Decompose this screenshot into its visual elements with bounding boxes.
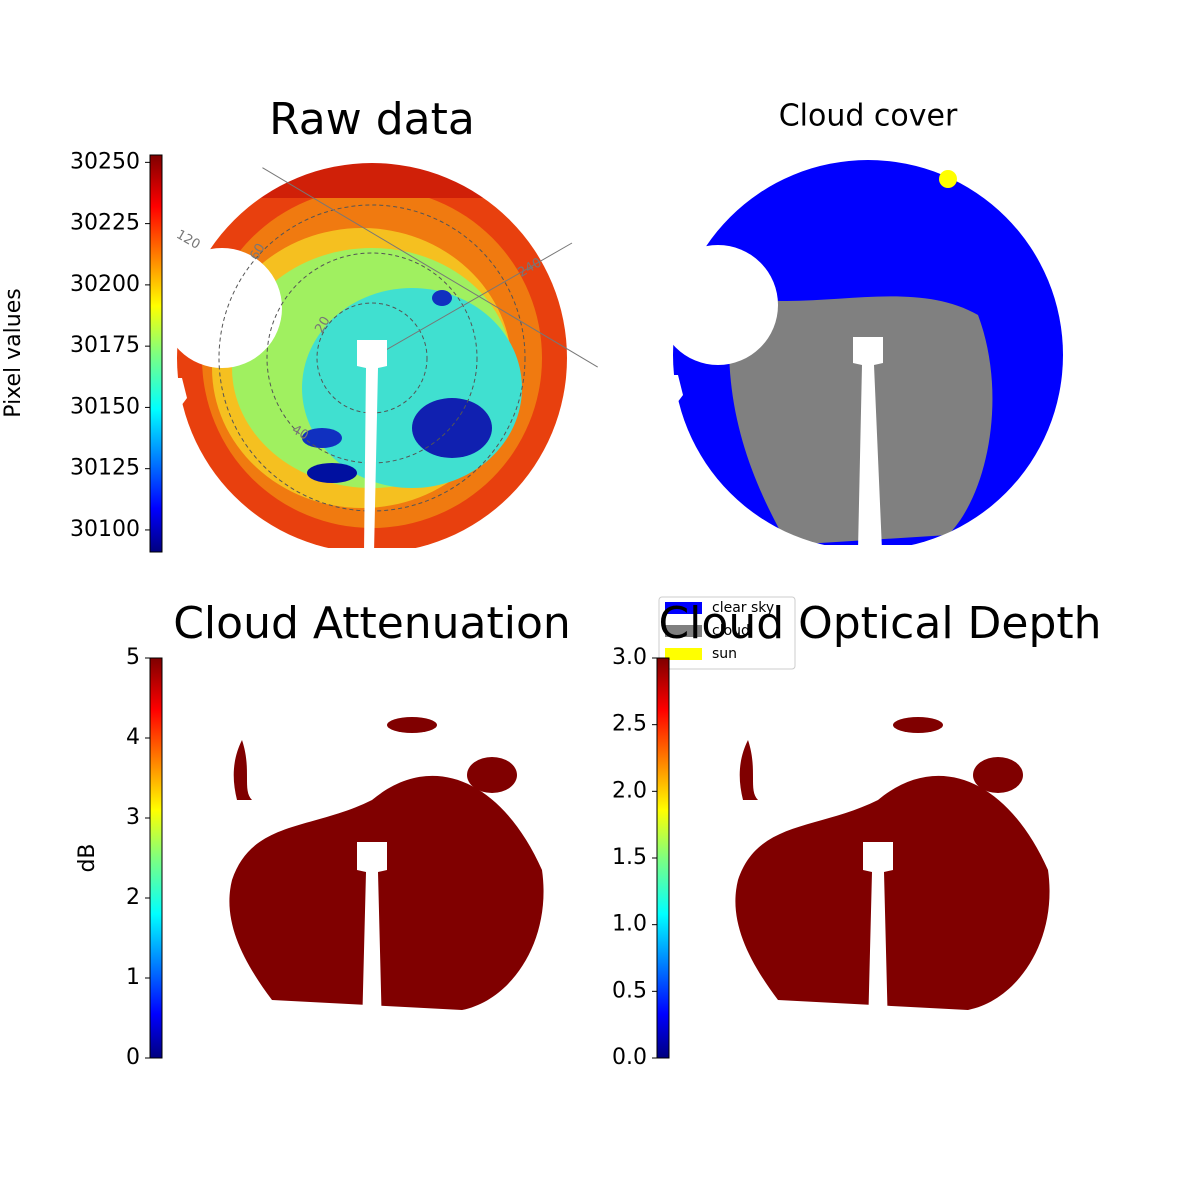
colorbar-label: Pixel values	[1, 288, 26, 417]
colorbar	[149, 657, 163, 1059]
colorbar-tick-label: 1	[126, 965, 140, 990]
colorbar-tick-label: 30250	[70, 149, 140, 174]
colorbar-tick-label: 30175	[70, 333, 140, 358]
colorbar-tick-label: 4	[126, 725, 140, 750]
colorbar-tick-label: 2	[126, 885, 140, 910]
colorbar-label: dB	[75, 843, 100, 872]
colorbar-tick-label: 5	[126, 645, 140, 670]
colorbar	[656, 657, 670, 1059]
colorbar-tick-label: 0.5	[612, 978, 647, 1003]
legend-label: sun	[712, 646, 737, 662]
colorbar-tick-label: 30100	[70, 517, 140, 542]
legend-swatch	[665, 648, 702, 660]
colorbar-tick-label: 30200	[70, 272, 140, 297]
raw-image	[152, 138, 598, 578]
colorbar	[149, 154, 163, 553]
cloud-image	[648, 135, 1088, 575]
polar-label: 60	[247, 241, 268, 263]
polar-label: 40	[289, 422, 311, 443]
colorbar-tick-label: 1.5	[612, 845, 647, 870]
colorbar-tick-label: 3.0	[612, 645, 647, 670]
colorbar-tick-label: 30125	[70, 456, 140, 481]
legend-label: cloud	[712, 623, 750, 639]
colorbar-tick-label: 2.0	[612, 778, 647, 803]
legend-swatch	[665, 602, 702, 614]
panel-title: Cloud cover	[779, 99, 958, 134]
panel-title: Raw data	[269, 94, 475, 145]
colorbar-tick-label: 30150	[70, 394, 140, 419]
colorbar-tick-label: 0.0	[612, 1045, 647, 1070]
optical-depth-image	[735, 717, 1050, 1030]
attenuation-image	[229, 717, 544, 1030]
polar-label: 20	[312, 314, 333, 336]
panel-title: Cloud Attenuation	[173, 598, 571, 649]
colorbar-tick-label: 30225	[70, 211, 140, 236]
legend-label: clear sky	[712, 600, 774, 616]
colorbar-tick-label: 3	[126, 805, 140, 830]
panel-title: Cloud Optical Depth	[658, 598, 1101, 649]
colorbar-tick-label: 0	[126, 1045, 140, 1070]
colorbar-tick-label: 2.5	[612, 712, 647, 737]
legend-swatch	[665, 625, 702, 637]
colorbar-tick-label: 1.0	[612, 912, 647, 937]
